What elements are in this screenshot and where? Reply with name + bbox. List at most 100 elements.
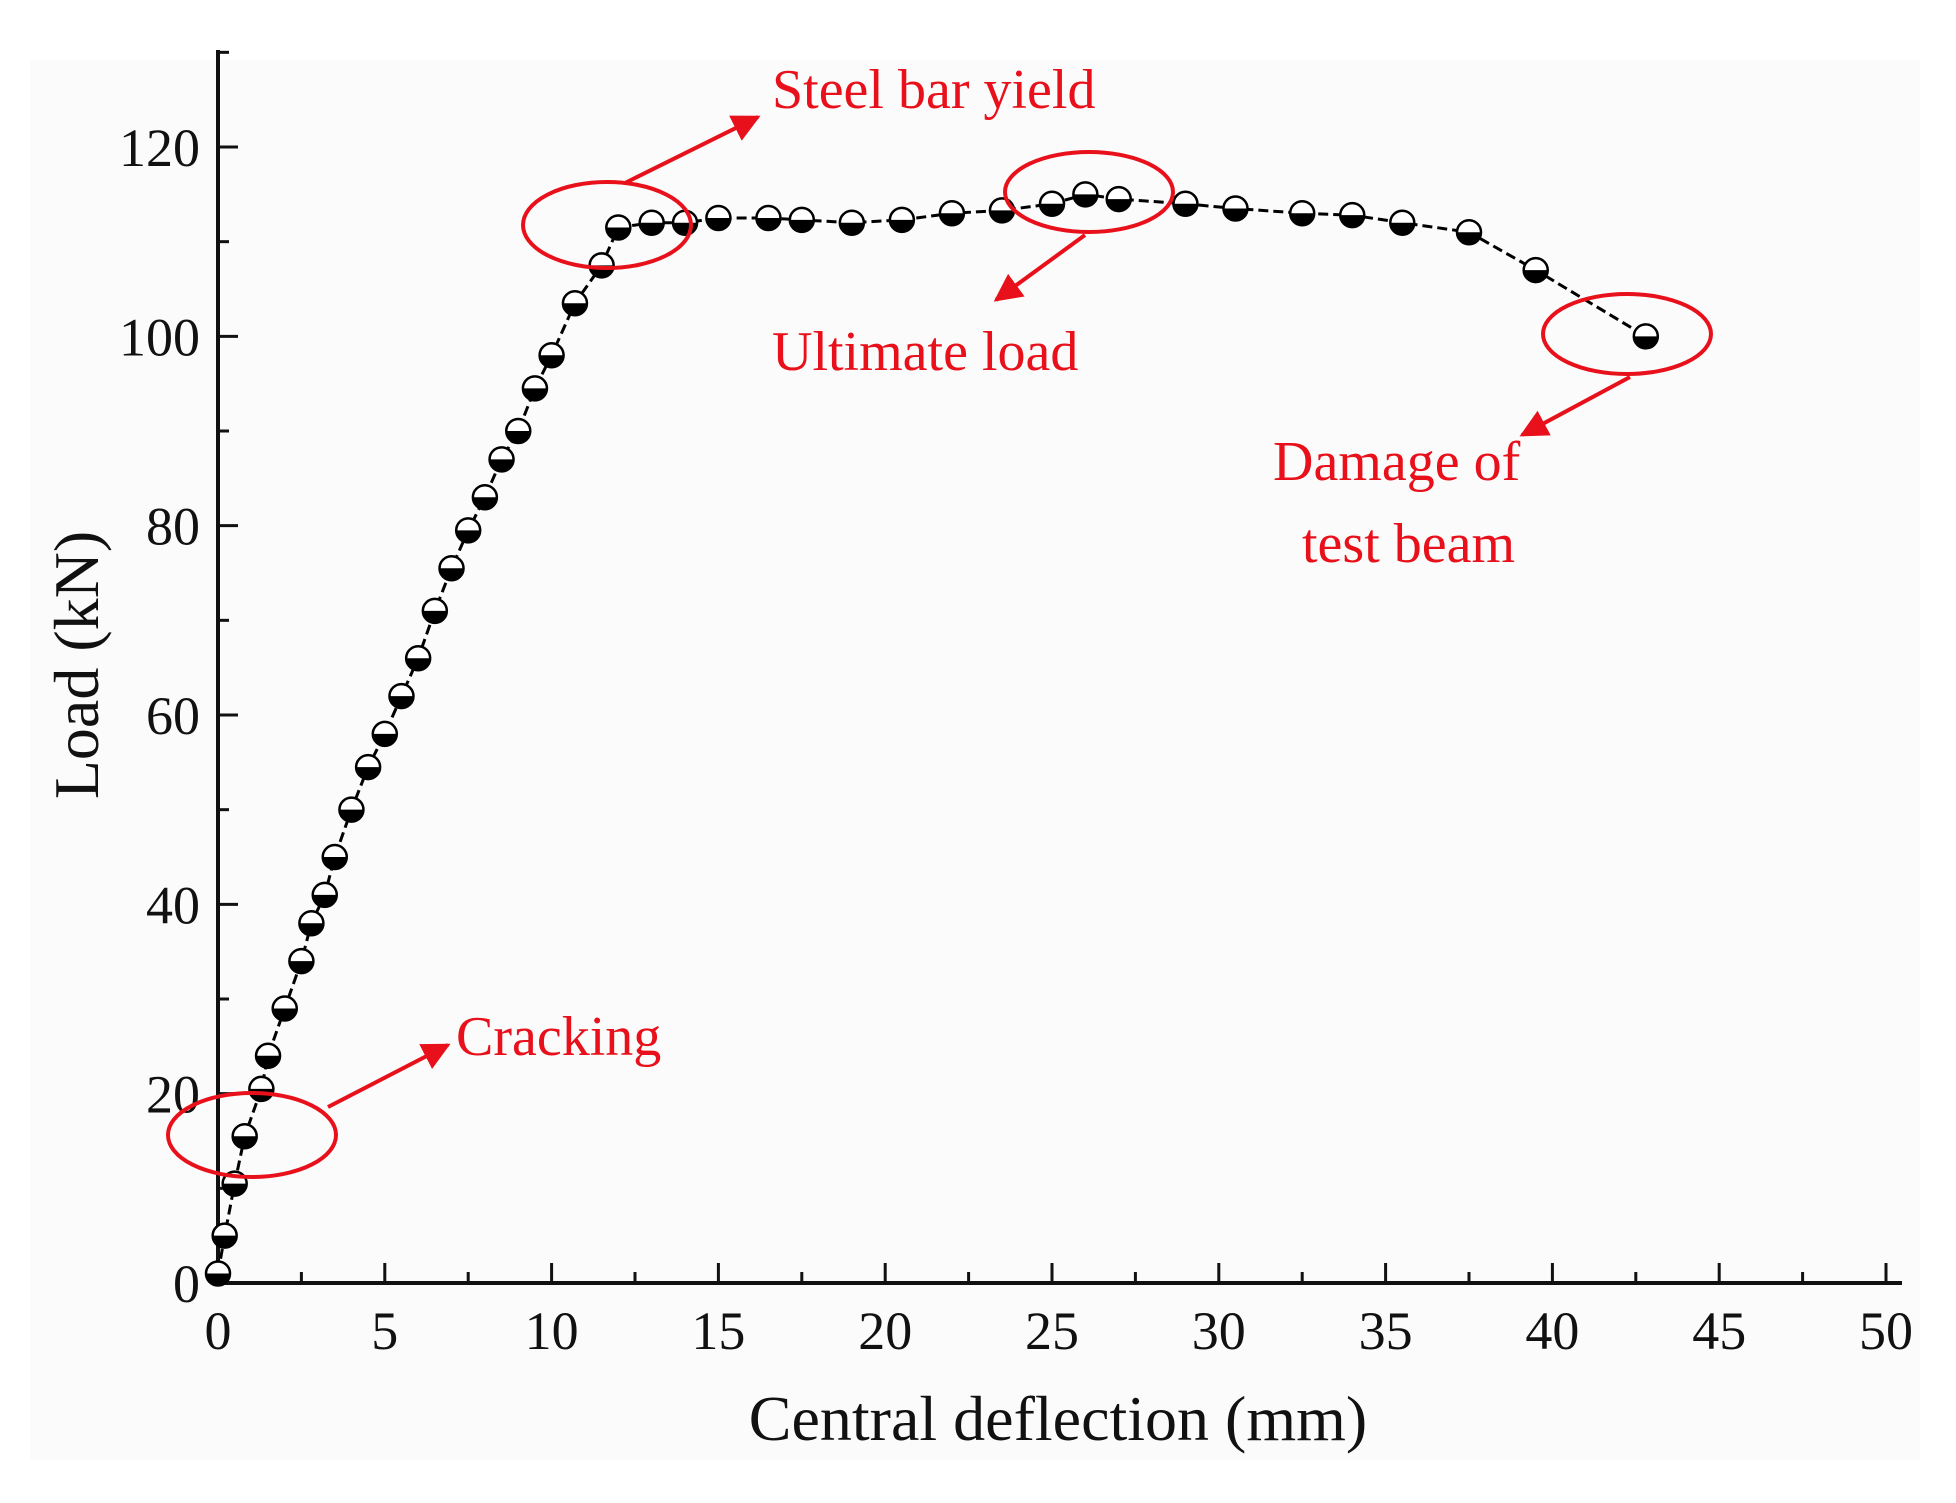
x-tick-label: 20: [858, 1301, 912, 1361]
data-point: [248, 1075, 275, 1103]
damage-label-line-1: Damage of: [1273, 431, 1521, 493]
data-point-fill: [212, 1235, 237, 1248]
damage-label-line-2: test beam: [1302, 513, 1515, 575]
data-point: [421, 597, 449, 625]
data-point-fill: [389, 696, 414, 709]
data-point-fill: [356, 767, 381, 780]
data-point-fill: [299, 923, 324, 936]
data-point: [1222, 195, 1249, 222]
data-point-fill: [339, 809, 364, 822]
data-point: [1338, 201, 1366, 229]
data-point-fill: [222, 1183, 247, 1196]
data-point-fill: [439, 568, 464, 581]
x-axis-title: Central deflection (mm): [749, 1383, 1367, 1454]
data-point-fill: [1290, 213, 1315, 226]
data-point-fill: [789, 219, 814, 232]
data-point-fill: [756, 218, 781, 231]
ultimate-load-arrow: [993, 233, 1087, 302]
y-ticks: 0 20 40 60 80 100 120: [119, 50, 238, 1314]
data-point: [1038, 190, 1066, 218]
y-tick-label: 100: [119, 307, 200, 367]
y-tick-label: 60: [146, 686, 200, 746]
x-ticks: 0 5 10 15 20 25 30 35 40 45 50: [205, 1263, 1913, 1361]
data-point: [454, 517, 482, 544]
data-point: [1522, 256, 1549, 284]
data-point-fill: [472, 497, 497, 510]
x-tick-label: 25: [1025, 1301, 1079, 1361]
data-point: [298, 910, 325, 937]
data-point-fill: [1633, 336, 1658, 349]
data-point: [1072, 181, 1099, 208]
data-point-fill: [539, 355, 564, 368]
data-point: [938, 200, 966, 227]
data-point-fill: [232, 1136, 257, 1149]
data-point: [204, 1260, 232, 1287]
data-point-fill: [372, 733, 397, 746]
data-point-fill: [312, 894, 337, 907]
ultimate-load-label: Ultimate load: [772, 321, 1078, 383]
steel-bar-yield-ellipse: [521, 180, 693, 270]
data-point-fill: [422, 610, 447, 623]
x-tick-label: 15: [691, 1301, 745, 1361]
data-point-fill: [889, 219, 914, 232]
data-point-fill: [562, 303, 587, 316]
data-point-fill: [989, 210, 1014, 223]
cracking-label: Cracking: [456, 1006, 661, 1068]
ultimate-load-ellipse: [1003, 150, 1175, 234]
x-tick-label: 50: [1859, 1301, 1913, 1361]
data-point-fill: [939, 213, 964, 226]
steel-bar-yield-label: Steel bar yield: [772, 59, 1095, 121]
damage-ellipse: [1541, 292, 1713, 376]
data-point: [338, 796, 365, 823]
plot-background: [30, 60, 1920, 1460]
data-point-fill: [839, 222, 864, 235]
data-point-fill: [206, 1273, 230, 1286]
data-point-fill: [1223, 208, 1248, 221]
data-point: [231, 1123, 258, 1150]
y-axis-title: Load (kN): [41, 531, 112, 799]
data-point-fill: [1173, 203, 1198, 216]
data-point-fill: [272, 1008, 297, 1021]
steel-bar-yield-arrow: [624, 115, 761, 185]
data-point: [388, 682, 415, 710]
x-tick-label: 30: [1192, 1301, 1246, 1361]
data-point: [788, 206, 816, 234]
data-point-fill: [406, 658, 431, 671]
data-point: [488, 446, 515, 473]
data-point: [838, 209, 866, 236]
data-point: [371, 720, 399, 748]
data-point-fill: [256, 1055, 281, 1068]
data-point-fill: [606, 227, 631, 240]
data-point-fill: [522, 388, 547, 401]
data-point-fill: [706, 218, 731, 231]
data-point: [1389, 209, 1416, 236]
data-point: [311, 881, 339, 909]
data-point: [561, 289, 589, 317]
x-tick-label: 5: [371, 1301, 398, 1361]
cracking-ellipse: [166, 1091, 338, 1179]
data-point: [1105, 185, 1132, 213]
y-tick-label: 80: [146, 497, 200, 557]
data-point-fill: [1106, 199, 1131, 212]
x-tick-label: 40: [1525, 1301, 1579, 1361]
data-point: [988, 197, 1016, 224]
cracking-arrow: [327, 1043, 451, 1109]
data-point-fill: [1073, 194, 1098, 207]
data-point: [1288, 200, 1316, 227]
data-point: [705, 204, 732, 232]
data-point: [438, 555, 465, 582]
data-point-fill: [1523, 270, 1548, 283]
data-point-fill: [1457, 232, 1481, 245]
data-point: [638, 209, 665, 236]
data-point: [521, 375, 549, 402]
x-tick-label: 45: [1692, 1301, 1746, 1361]
data-point: [1455, 218, 1483, 246]
data-point-fill: [506, 431, 531, 443]
annotations: Cracking Steel bar yield Ultimate load D…: [166, 59, 1713, 1179]
data-point: [1632, 323, 1660, 350]
data-point-fill: [456, 530, 481, 543]
data-point: [271, 995, 298, 1022]
data-point: [471, 484, 499, 511]
data-point-fill: [322, 857, 347, 870]
